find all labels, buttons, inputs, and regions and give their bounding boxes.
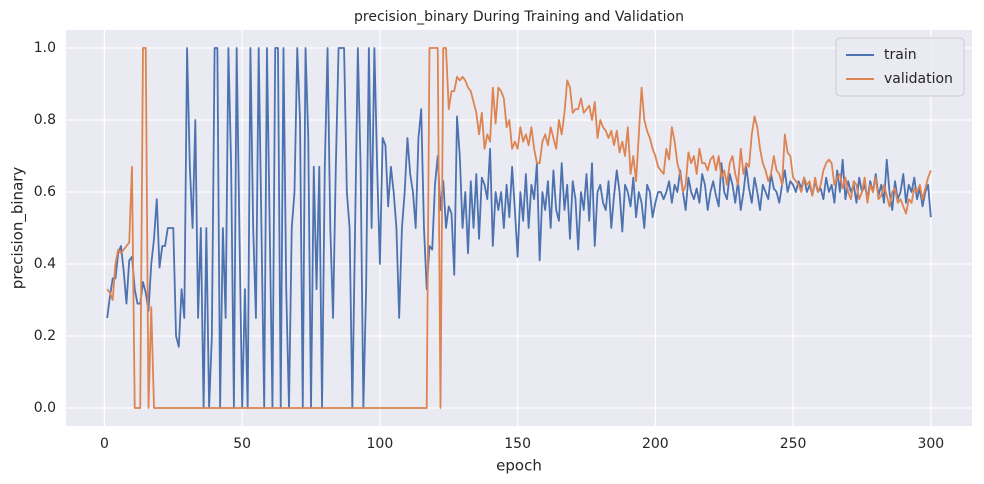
series-line [106,47,932,409]
x-tick-label: 250 [780,436,807,452]
y-tick-label: 0.8 [34,112,56,128]
x-tick-label: 50 [233,436,251,452]
legend-label: validation [884,71,953,87]
y-tick-label: 0.6 [34,184,56,200]
series-line [106,47,932,409]
x-tick-label: 200 [642,436,669,452]
x-tick-label: 300 [917,436,944,452]
legend-label: train [884,47,917,63]
legend: train validation [835,37,965,97]
y-tick-label: 0.4 [34,256,56,272]
x-tick-label: 100 [367,436,394,452]
legend-box [835,37,965,97]
y-tick-label: 0.2 [34,328,56,344]
x-tick-label: 150 [504,436,531,452]
lines [106,47,932,409]
y-axis-label: precision_binary [9,167,28,290]
x-tick-label: 0 [100,436,109,452]
y-tick-label: 1.0 [34,40,56,56]
y-tick-label: 0.0 [34,400,56,416]
chart-title: precision_binary During Training and Val… [354,9,684,25]
x-axis-label: epoch [496,457,542,475]
